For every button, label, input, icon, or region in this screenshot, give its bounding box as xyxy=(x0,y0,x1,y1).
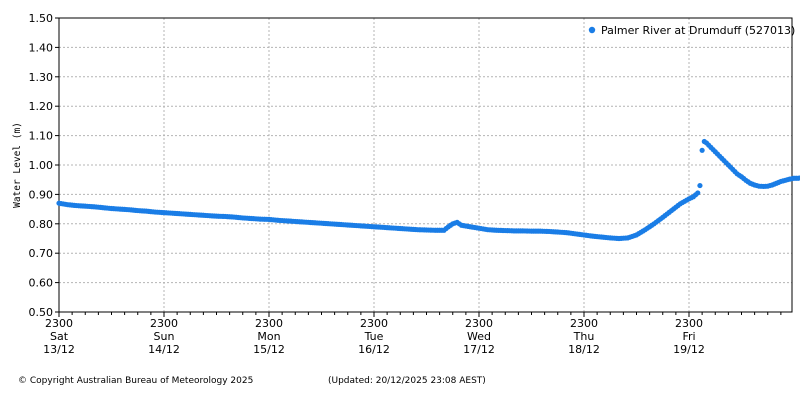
x-tick-label: 2300 xyxy=(675,317,703,330)
y-tick-label: 1.30 xyxy=(29,71,54,84)
legend: Palmer River at Drumduff (527013) xyxy=(588,24,795,37)
y-tick-label: 0.80 xyxy=(29,218,54,231)
y-tick-label: 1.10 xyxy=(29,130,54,143)
x-tick-label: 13/12 xyxy=(43,343,75,356)
x-tick-label: 19/12 xyxy=(673,343,705,356)
copyright-text: © Copyright Australian Bureau of Meteoro… xyxy=(18,376,253,386)
x-tick-label: 18/12 xyxy=(568,343,600,356)
y-axis-label: Water Level (m) xyxy=(12,122,23,208)
y-tick-label: 0.70 xyxy=(29,247,54,260)
legend-label: Palmer River at Drumduff (527013) xyxy=(601,24,795,37)
series-points xyxy=(56,138,800,242)
x-tick-label: 15/12 xyxy=(253,343,285,356)
x-tick-label: Sun xyxy=(154,330,175,343)
grid xyxy=(59,18,792,312)
y-tick-label: 1.00 xyxy=(29,159,54,172)
updated-text: (Updated: 20/12/2025 23:08 AEST) xyxy=(328,376,486,386)
y-tick-label: 0.60 xyxy=(29,277,54,290)
x-tick-label: 2300 xyxy=(360,317,388,330)
x-tick-label: 16/12 xyxy=(358,343,390,356)
y-tick-label: 1.20 xyxy=(29,100,54,113)
x-tick-label: 17/12 xyxy=(463,343,495,356)
x-tick-label: Wed xyxy=(467,330,491,343)
legend-marker xyxy=(588,26,596,34)
data-point xyxy=(695,190,701,196)
x-tick-label: 2300 xyxy=(465,317,493,330)
x-tick-label: 2300 xyxy=(570,317,598,330)
y-axis-ticks: 0.50 0.60 0.70 0.80 0.90 1.00 1.10 1.20 1.30 1.40… xyxy=(29,12,59,319)
y-tick-label: 1.40 xyxy=(29,41,54,54)
data-point xyxy=(699,147,705,153)
data-point xyxy=(697,182,703,189)
x-tick-label: Sat xyxy=(50,330,69,343)
x-tick-label: 2300 xyxy=(45,317,73,330)
x-tick-label: 14/12 xyxy=(148,343,180,356)
y-tick-label: 0.90 xyxy=(29,188,54,201)
x-tick-label: Mon xyxy=(257,330,280,343)
data-point xyxy=(797,175,800,181)
y-tick-label: 1.50 xyxy=(29,12,54,25)
x-tick-label: Tue xyxy=(364,330,384,343)
y-tick-label: 0.50 xyxy=(29,306,54,319)
x-tick-label: Thu xyxy=(573,330,595,343)
x-tick-label: Fri xyxy=(682,330,695,343)
x-tick-label: 2300 xyxy=(150,317,178,330)
x-axis-ticks: 2300Sat13/122300Sun14/122300Mon15/122300… xyxy=(43,312,782,356)
x-tick-label: 2300 xyxy=(255,317,283,330)
